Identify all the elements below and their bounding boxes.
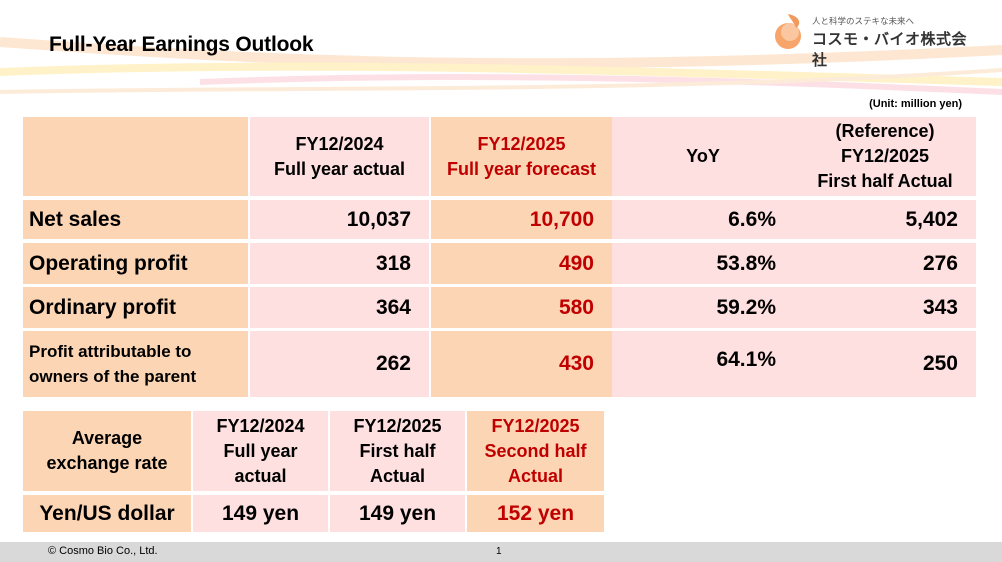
header-ref-line1: (Reference)	[835, 121, 935, 141]
operating-profit-yoy: 53.8%	[612, 243, 794, 284]
decorative-swoosh	[0, 37, 1002, 95]
fx-header-fy2024: FY12/2024 Full year actual	[193, 411, 328, 491]
fx-header-fy2025-h1: FY12/2025 First half Actual	[330, 411, 465, 491]
header-fy2025-line1: FY12/2025	[477, 133, 566, 154]
row-label-net-sales: Net sales	[23, 200, 248, 239]
header-ref-line2: FY12/2025	[840, 146, 930, 166]
row-label-profit-attributable: Profit attributable to owners of the par…	[23, 331, 248, 397]
operating-profit-fy2025: 490	[431, 243, 612, 284]
fx-col3-line1: FY12/2025	[491, 415, 580, 436]
ordinary-profit-fy2024: 364	[250, 287, 429, 328]
header-reference: (Reference) FY12/2025 First half Actual	[794, 117, 976, 196]
ordinary-profit-yoy: 59.2%	[612, 287, 794, 328]
fx-col2-line3: Actual	[369, 465, 425, 486]
fx-col2-line2: First half	[359, 440, 436, 461]
fx-header-label: Average exchange rate	[23, 411, 191, 491]
header-ref-line3: First half Actual	[817, 171, 953, 191]
fx-value-fy2024: 149 yen	[193, 495, 328, 532]
footer-copyright: © Cosmo Bio Co., Ltd.	[48, 545, 158, 557]
header-fy2025-forecast: FY12/2025 Full year forecast	[431, 117, 612, 196]
header-yoy-label: YoY	[686, 146, 720, 166]
profit-attributable-fy2025: 430	[431, 331, 612, 397]
fx-value-fy2025-h2: 152 yen	[467, 495, 604, 532]
header-fy2024: FY12/2024 Full year actual	[250, 117, 429, 196]
operating-profit-ref: 276	[794, 243, 976, 284]
fx-col2-line1: FY12/2025	[353, 415, 442, 436]
page-title: Full-Year Earnings Outlook	[49, 33, 314, 56]
fx-header-fy2025-h2: FY12/2025 Second half Actual	[467, 411, 604, 491]
operating-profit-fy2024: 318	[250, 243, 429, 284]
fx-value-fy2025-h1: 149 yen	[330, 495, 465, 532]
net-sales-yoy: 6.6%	[612, 200, 794, 239]
profit-attributable-yoy: 64.1%	[612, 331, 794, 397]
ordinary-profit-fy2025: 580	[431, 287, 612, 328]
fx-col1-line1: FY12/2024	[216, 415, 305, 436]
logo-tagline: 人と科学のステキな未来へ	[812, 16, 915, 26]
page-number: 1	[496, 546, 502, 557]
ordinary-profit-ref: 343	[794, 287, 976, 328]
row-label-ordinary-profit: Ordinary profit	[23, 287, 248, 328]
profit-attributable-fy2024: 262	[250, 331, 429, 397]
header-fy2024-line2: Full year actual	[273, 158, 406, 179]
fx-col3-line3: Actual	[507, 465, 563, 486]
header-fy2024-line1: FY12/2024	[295, 133, 384, 154]
fx-header-line2: exchange rate	[46, 453, 168, 473]
fx-col1-line2: Full year	[223, 440, 298, 461]
fx-header-line1: Average	[71, 428, 143, 448]
header-corner	[23, 117, 248, 196]
logo-company-name: コスモ・バイオ株式会社	[812, 31, 968, 69]
net-sales-fy2024: 10,037	[250, 200, 429, 239]
net-sales-ref: 5,402	[794, 200, 976, 239]
company-logo: 人と科学のステキな未来へ コスモ・バイオ株式会社	[770, 12, 970, 69]
profit-attributable-ref: 250	[794, 331, 976, 397]
unit-note: (Unit: million yen)	[869, 98, 962, 110]
fx-col3-line2: Second half	[484, 440, 587, 461]
row-label-operating-profit: Operating profit	[23, 243, 248, 284]
header-yoy: YoY	[612, 117, 794, 196]
fx-col1-line3: actual	[234, 465, 287, 486]
profit-attributable-line1: Profit attributable to	[29, 342, 192, 361]
header-fy2025-line2: Full year forecast	[446, 158, 597, 179]
cosmo-bio-logo-icon	[775, 14, 801, 49]
net-sales-fy2025: 10,700	[431, 200, 612, 239]
fx-row-label: Yen/US dollar	[23, 495, 191, 532]
profit-attributable-line2: owners of the parent	[29, 367, 197, 386]
footer-bar: © Cosmo Bio Co., Ltd. 1	[0, 542, 1002, 562]
